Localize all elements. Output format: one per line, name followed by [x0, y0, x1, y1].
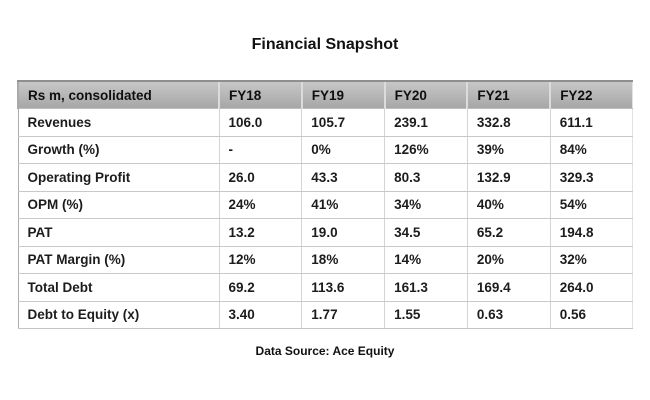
- header-cell-fy21: FY21: [466, 80, 551, 109]
- table-row-revenues: Revenues 106.0 105.7 239.1 332.8 611.1: [17, 108, 633, 137]
- cell-value: 611.1: [549, 108, 633, 137]
- cell-value: 105.7: [301, 108, 385, 137]
- cell-value: 20%: [466, 246, 551, 274]
- cell-value: 34.5: [384, 218, 468, 247]
- cell-value: 264.0: [549, 273, 633, 302]
- header-cell-fy20: FY20: [383, 80, 468, 109]
- cell-value: 239.1: [384, 108, 468, 137]
- cell-value: 169.4: [466, 273, 551, 302]
- financial-table: Rs m, consolidated FY18 FY19 FY20 FY21 F…: [17, 80, 634, 329]
- row-label: Debt to Equity (x): [17, 301, 219, 329]
- row-label: Revenues: [17, 108, 219, 137]
- chart-title: Financial Snapshot: [251, 36, 399, 53]
- table-row-opm: OPM (%) 24% 41% 34% 40% 54%: [17, 191, 633, 219]
- row-label: Growth (%): [17, 136, 219, 164]
- cell-value: 194.8: [549, 218, 633, 247]
- cell-value: 132.9: [466, 163, 551, 192]
- cell-value: 43.3: [301, 163, 385, 192]
- cell-value: 80.3: [384, 163, 468, 192]
- cell-value: 1.55: [384, 301, 468, 329]
- row-label: Total Debt: [17, 273, 219, 302]
- cell-value: 106.0: [218, 108, 302, 137]
- header-cell-fy22: FY22: [549, 80, 633, 109]
- cell-value: 0%: [301, 136, 385, 164]
- cell-value: 12%: [218, 246, 302, 274]
- table-header-row: Rs m, consolidated FY18 FY19 FY20 FY21 F…: [17, 80, 633, 109]
- row-label: Operating Profit: [17, 163, 219, 192]
- cell-value: 24%: [218, 191, 302, 219]
- table-row-growth: Growth (%) - 0% 126% 39% 84%: [17, 136, 633, 164]
- cell-value: 329.3: [549, 163, 633, 192]
- header-cell-fy19: FY19: [300, 80, 385, 109]
- cell-value: 40%: [466, 191, 551, 219]
- cell-value: 14%: [384, 246, 468, 274]
- cell-value: 34%: [384, 191, 468, 219]
- cell-value: 19.0: [301, 218, 385, 247]
- row-label: OPM (%): [17, 191, 219, 219]
- cell-value: 1.77: [301, 301, 385, 329]
- table-row-total-debt: Total Debt 69.2 113.6 161.3 169.4 264.0: [17, 273, 633, 302]
- cell-value: 113.6: [301, 273, 385, 302]
- header-cell-label: Rs m, consolidated: [17, 80, 219, 109]
- data-source-note: Data Source: Ace Equity: [255, 344, 395, 358]
- header-cell-fy18: FY18: [218, 80, 302, 109]
- table-row-operating-profit: Operating Profit 26.0 43.3 80.3 132.9 32…: [17, 163, 633, 192]
- cell-value: 3.40: [218, 301, 302, 329]
- cell-value: 84%: [549, 136, 633, 164]
- cell-value: 18%: [301, 246, 385, 274]
- cell-value: 332.8: [466, 108, 551, 137]
- cell-value: 161.3: [384, 273, 468, 302]
- table-row-debt-to-equity: Debt to Equity (x) 3.40 1.77 1.55 0.63 0…: [17, 301, 633, 329]
- table-row-pat: PAT 13.2 19.0 34.5 65.2 194.8: [17, 218, 633, 247]
- cell-value: 26.0: [218, 163, 302, 192]
- row-label: PAT Margin (%): [17, 246, 219, 274]
- cell-value: 32%: [549, 246, 633, 274]
- cell-value: 0.63: [466, 301, 551, 329]
- cell-value: -: [218, 136, 302, 164]
- cell-value: 41%: [301, 191, 385, 219]
- row-label: PAT: [17, 218, 219, 247]
- table-row-pat-margin: PAT Margin (%) 12% 18% 14% 20% 32%: [17, 246, 633, 274]
- cell-value: 13.2: [218, 218, 302, 247]
- cell-value: 54%: [549, 191, 633, 219]
- cell-value: 126%: [384, 136, 468, 164]
- cell-value: 69.2: [218, 273, 302, 302]
- cell-value: 65.2: [466, 218, 551, 247]
- cell-value: 0.56: [549, 301, 633, 329]
- cell-value: 39%: [466, 136, 551, 164]
